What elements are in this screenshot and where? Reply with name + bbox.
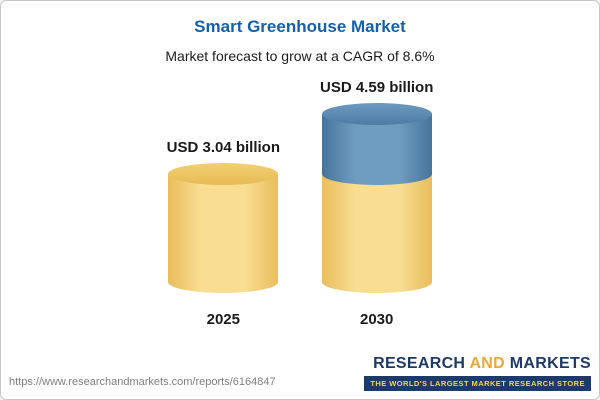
logo-tagline: THE WORLD'S LARGEST MARKET RESEARCH STOR…: [364, 376, 591, 391]
bar-year-label: 2025: [206, 311, 240, 328]
bar-growth-segment: [321, 103, 432, 185]
chart-area: USD 3.04 billion 2025 USD 4.59 billion 2…: [1, 70, 599, 328]
cylinder-top-ellipse: [168, 163, 279, 185]
bar-cylinder: [168, 163, 279, 293]
cylinder-top-ellipse: [321, 103, 432, 125]
bar-year-label: 2030: [359, 311, 394, 328]
logo-word-markets: MARKETS: [509, 355, 591, 372]
bar-base-segment: [321, 174, 432, 293]
footer: https://www.researchandmarkets.com/repor…: [1, 355, 599, 399]
bar-base-segment: [168, 163, 279, 293]
bar-column: USD 4.59 billion 2030: [320, 79, 433, 328]
logo-word-research: RESEARCH: [373, 355, 466, 372]
bar-value-label: USD 3.04 billion: [166, 139, 280, 156]
logo-word-and: AND: [469, 355, 506, 372]
source-url: https://www.researchandmarkets.com/repor…: [9, 376, 276, 388]
bar-value-label: USD 4.59 billion: [320, 79, 434, 96]
chart-title: Smart Greenhouse Market: [194, 17, 406, 36]
bar-cylinder: [321, 103, 432, 293]
chart-subtitle: Market forecast to grow at a CAGR of 8.6…: [165, 48, 435, 64]
bar-column: USD 3.04 billion 2025: [167, 139, 280, 328]
chart-header: Smart Greenhouse Market Market forecast …: [1, 1, 599, 64]
logo-text: RESEARCH AND MARKETS: [364, 355, 591, 373]
research-and-markets-logo: RESEARCH AND MARKETS THE WORLD'S LARGEST…: [364, 355, 591, 391]
